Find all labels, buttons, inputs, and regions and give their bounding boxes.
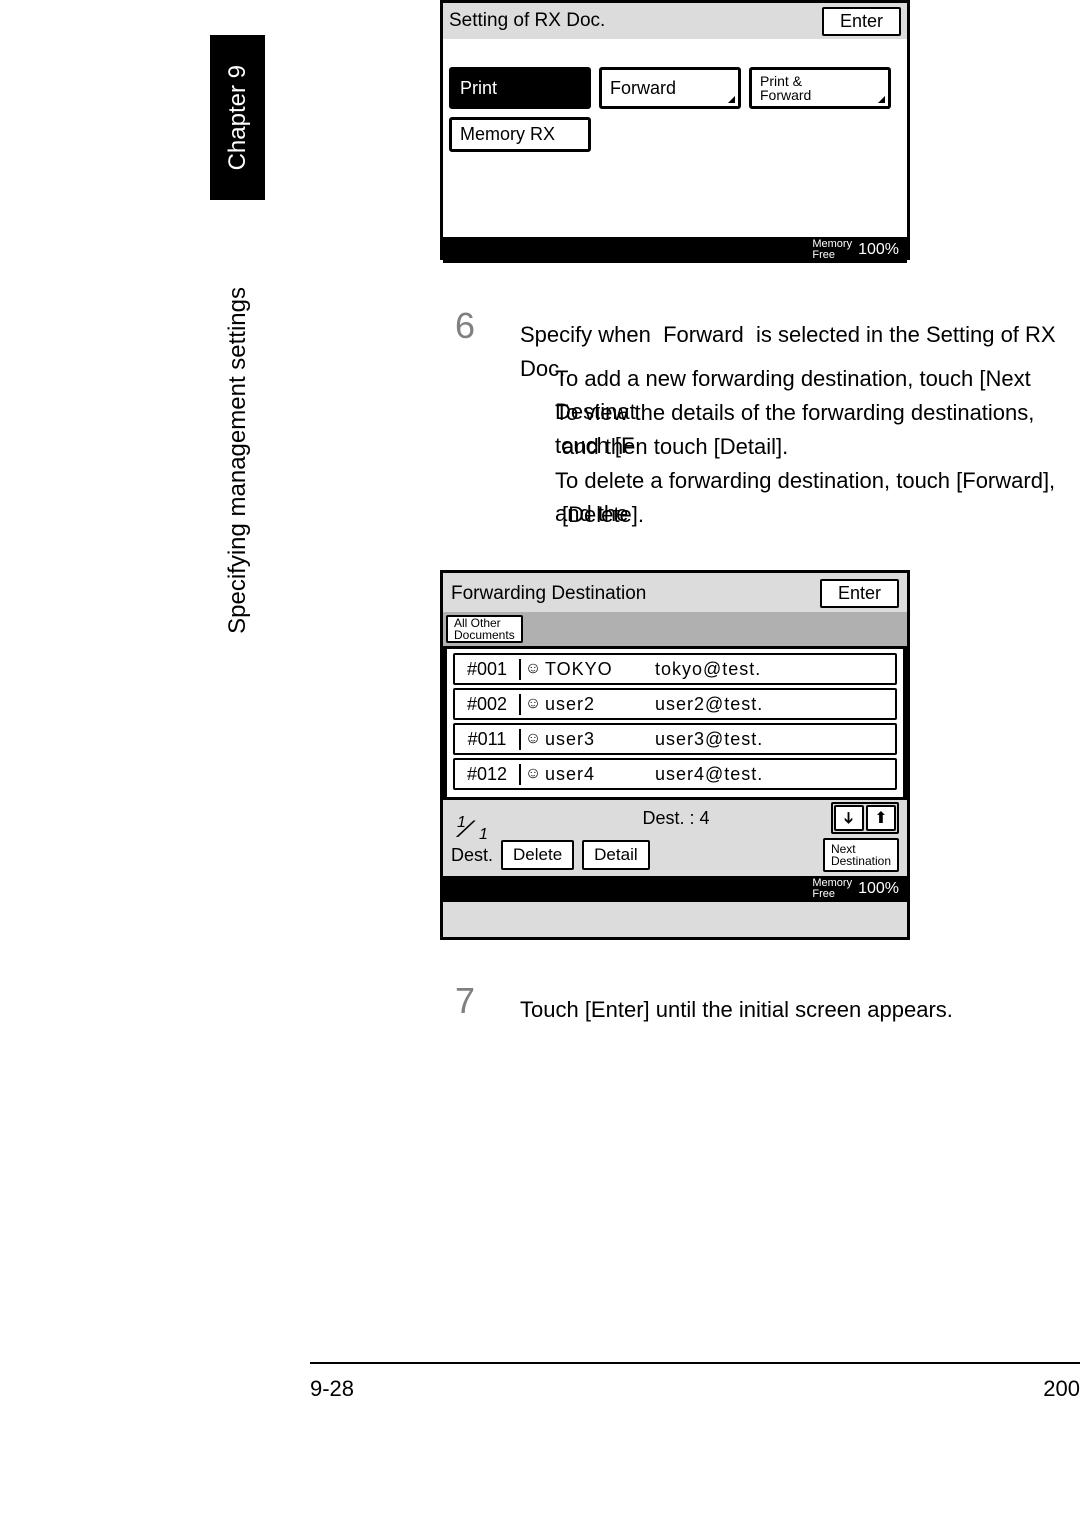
rx-doc-footer: Memory Free 100% <box>443 237 907 263</box>
pager-row: 1 ⁄ 1 Dest. : 4 ➔ ⬆ <box>443 800 907 836</box>
step-7-number: 7 <box>455 980 475 1022</box>
footer-rule <box>310 1362 1080 1364</box>
destination-address: user3@test. <box>655 729 895 750</box>
print-button[interactable]: Print <box>449 67 591 109</box>
profile-icon: ☺ <box>521 695 545 713</box>
destination-row[interactable]: #002 ☺ user2 user2@test. <box>453 688 897 720</box>
destination-name: TOKYO <box>545 659 655 680</box>
destination-address: user4@test. <box>655 764 895 785</box>
profile-icon: ☺ <box>521 730 545 748</box>
print-forward-button[interactable]: Print & Forward <box>749 67 891 109</box>
destination-address: tokyo@test. <box>655 659 895 680</box>
forwarding-title: Forwarding Destination <box>451 583 820 605</box>
dest-label: Dest. <box>451 845 493 866</box>
next-destination-button[interactable]: Next Destination <box>823 838 899 872</box>
enter-button[interactable]: Enter <box>820 579 899 608</box>
detail-button[interactable]: Detail <box>582 840 649 870</box>
arrow-up-icon: ⬆ <box>874 808 887 828</box>
enter-button[interactable]: Enter <box>822 7 901 36</box>
rx-doc-body: Print Forward Print & Forward Memory RX <box>443 39 907 237</box>
memory-free-pct: 100% <box>858 241 899 259</box>
destination-name: user3 <box>545 729 655 750</box>
destination-name: user2 <box>545 694 655 715</box>
step-6-number: 6 <box>455 305 475 347</box>
destination-id: #011 <box>455 729 521 750</box>
rx-doc-panel: Setting of RX Doc. Enter Print Forward P… <box>440 0 910 260</box>
all-other-docs-badge[interactable]: All Other Documents <box>446 615 523 643</box>
step-6-bullet-2b: and then touch [Detail]. <box>562 430 1080 463</box>
page-down-button[interactable]: ➔ <box>834 805 864 831</box>
memory-free-pct: 100% <box>858 880 899 898</box>
step-7-text: Touch [Enter] until the initial screen a… <box>520 993 953 1027</box>
forwarding-subheader: All Other Documents <box>443 612 907 646</box>
destination-name: user4 <box>545 764 655 785</box>
profile-icon: ☺ <box>521 765 545 783</box>
rx-doc-title: Setting of RX Doc. <box>449 10 822 32</box>
profile-icon: ☺ <box>521 660 545 678</box>
arrow-down-icon: ➔ <box>839 811 859 824</box>
page-arrows: ➔ ⬆ <box>831 802 899 834</box>
page-number-right: 200 <box>1043 1376 1080 1402</box>
forwarding-buttons: Dest. Delete Detail Next Destination <box>443 836 907 876</box>
memory-free-label: Memory Free <box>812 239 852 261</box>
memory-rx-button[interactable]: Memory RX <box>449 117 591 152</box>
forward-label: Forward <box>610 78 676 99</box>
rx-doc-header: Setting of RX Doc. Enter <box>443 3 907 39</box>
delete-button[interactable]: Delete <box>501 840 574 870</box>
chapter-tab: Chapter 9 <box>210 35 265 200</box>
page-up-button[interactable]: ⬆ <box>866 805 896 831</box>
destination-id: #001 <box>455 659 521 680</box>
forwarding-footer: Memory Free 100% <box>443 876 907 902</box>
destination-row[interactable]: #001 ☺ TOKYO tokyo@test. <box>453 653 897 685</box>
side-title: Specifying management settings <box>210 235 265 685</box>
print-label: Print <box>460 78 497 99</box>
page-number: 9-28 <box>310 1376 354 1402</box>
destination-count: Dest. : 4 <box>521 808 831 829</box>
destination-address: user2@test. <box>655 694 895 715</box>
step-6-bullet-3b: [Delete]. <box>562 498 1080 531</box>
side-title-text: Specifying management settings <box>224 287 252 634</box>
print-forward-label: Print & Forward <box>760 74 811 102</box>
destination-row[interactable]: #011 ☺ user3 user3@test. <box>453 723 897 755</box>
chapter-label: Chapter 9 <box>224 65 252 170</box>
forwarding-panel: Forwarding Destination Enter All Other D… <box>440 570 910 940</box>
forward-button[interactable]: Forward <box>599 67 741 109</box>
memory-free-label: Memory Free <box>812 878 852 900</box>
destination-row[interactable]: #012 ☺ user4 user4@test. <box>453 758 897 790</box>
forwarding-header: Forwarding Destination Enter <box>443 573 907 612</box>
destination-list: #001 ☺ TOKYO tokyo@test. #002 ☺ user2 us… <box>443 646 907 800</box>
memory-rx-label: Memory RX <box>460 124 555 145</box>
destination-id: #002 <box>455 694 521 715</box>
destination-id: #012 <box>455 764 521 785</box>
